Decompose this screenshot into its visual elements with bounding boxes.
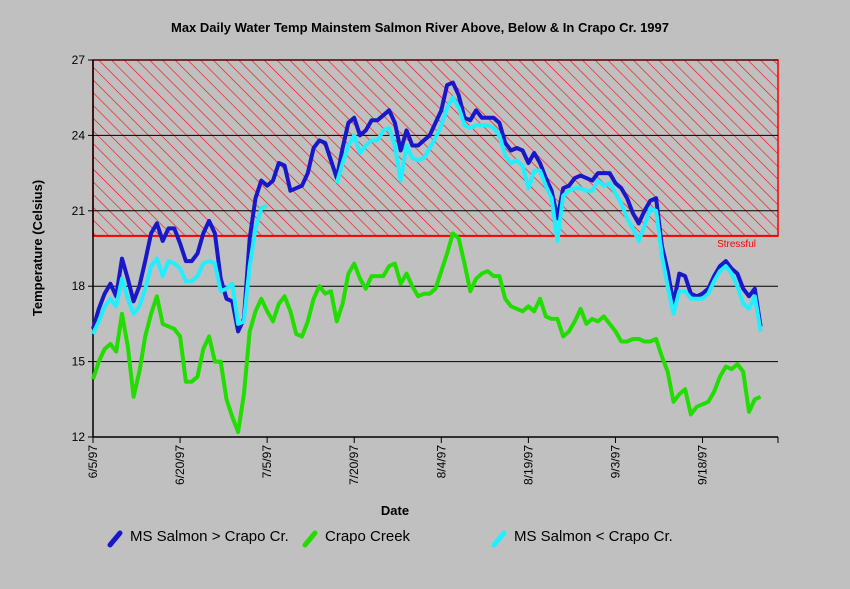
legend-label: Crapo Creek [325,528,411,545]
stress-zone [92,59,779,237]
x-axis-title: Date [381,503,409,518]
legend-swatch [107,530,123,548]
x-tick-label: 8/19/97 [521,445,535,485]
plot: 12 15 18 21 24 27 Stressful 6/5/97 6/20/97 7/5/97… [72,53,779,485]
series-line [91,231,762,434]
y-tick-label: 12 [72,430,86,444]
x-tick-label: 6/20/97 [173,445,187,485]
y-tick-label: 24 [72,128,86,142]
chart-title: Max Daily Water Temp Mainstem Salmon Riv… [171,20,669,35]
x-tick-label: 6/5/97 [86,445,100,479]
legend-swatch [302,530,318,548]
series-line [91,80,763,334]
y-tick-label: 21 [72,204,86,218]
y-tick-label: 18 [72,279,86,293]
x-tick-label: 9/18/97 [696,445,710,485]
y-tick-label: 15 [72,355,86,369]
x-tick-label: 7/20/97 [347,445,361,485]
series-line [91,95,763,335]
x-tick-label: 8/4/97 [434,445,448,479]
y-axis-title: Temperature (Celsius) [30,180,45,316]
legend-label: MS Salmon < Crapo Cr. [514,528,673,545]
legend-label: MS Salmon > Crapo Cr. [130,528,289,545]
x-tick-label: 9/3/97 [608,445,622,479]
x-tick-label: 7/5/97 [260,445,274,479]
legend-swatch [491,530,507,548]
y-tick-label: 27 [72,53,86,67]
threshold-label: Stressful [717,239,756,250]
